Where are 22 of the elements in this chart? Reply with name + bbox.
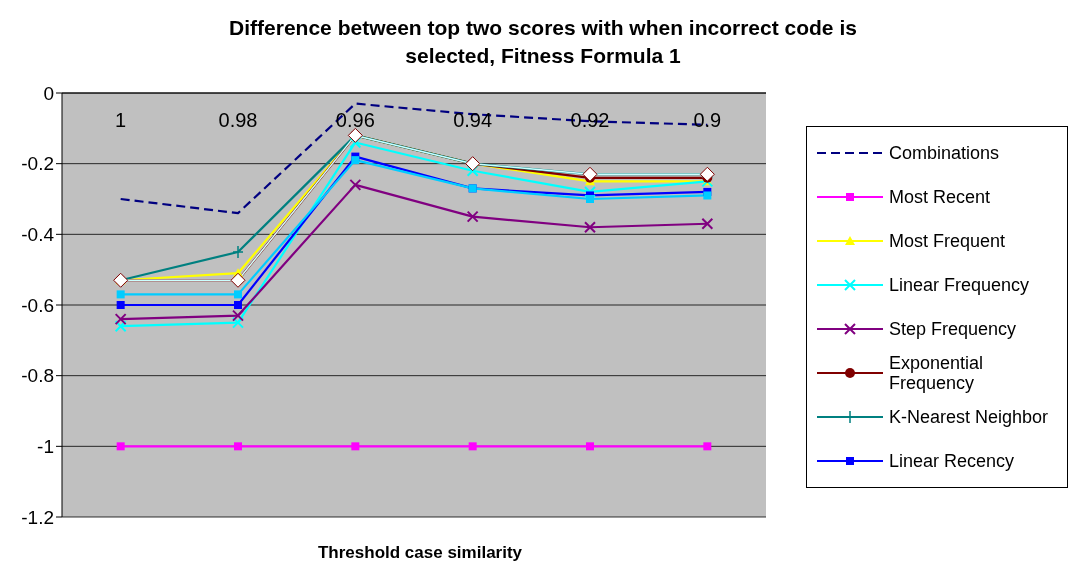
x-tick-label: 0.96 bbox=[335, 109, 375, 131]
y-tick-label: -1 bbox=[37, 436, 54, 458]
legend-label: Most Frequent bbox=[889, 230, 1006, 251]
x-axis-title: Threshold case similarity bbox=[316, 543, 524, 563]
legend-label: Exponential Frequency bbox=[889, 352, 985, 393]
y-tick-label: -1.2 bbox=[21, 506, 54, 528]
chart-title: Difference between top two scores with when incorrect code is selected, Fitness Formula 1 bbox=[228, 15, 858, 69]
y-tick-label: 0 bbox=[43, 82, 54, 104]
x-tick-label: 0.98 bbox=[218, 109, 258, 131]
legend-label: Linear Recency bbox=[889, 450, 1015, 471]
legend-label: K-Nearest Neighbor bbox=[889, 406, 1049, 427]
y-tick-label: -0.8 bbox=[21, 365, 54, 387]
x-tick-label: 0.9 bbox=[693, 109, 722, 131]
legend-label: Linear Frequency bbox=[889, 274, 1030, 295]
x-tick-label: 1 bbox=[115, 109, 127, 131]
x-tick-label: 0.94 bbox=[453, 109, 493, 131]
y-tick-label: -0.6 bbox=[21, 294, 54, 316]
legend-label: Most Recent bbox=[889, 186, 991, 207]
y-tick-label: -0.2 bbox=[21, 153, 54, 175]
legend-label: Combinations bbox=[889, 142, 1000, 163]
legend-label: Step Frequency bbox=[889, 318, 1017, 339]
y-tick-label: -0.4 bbox=[21, 224, 55, 246]
